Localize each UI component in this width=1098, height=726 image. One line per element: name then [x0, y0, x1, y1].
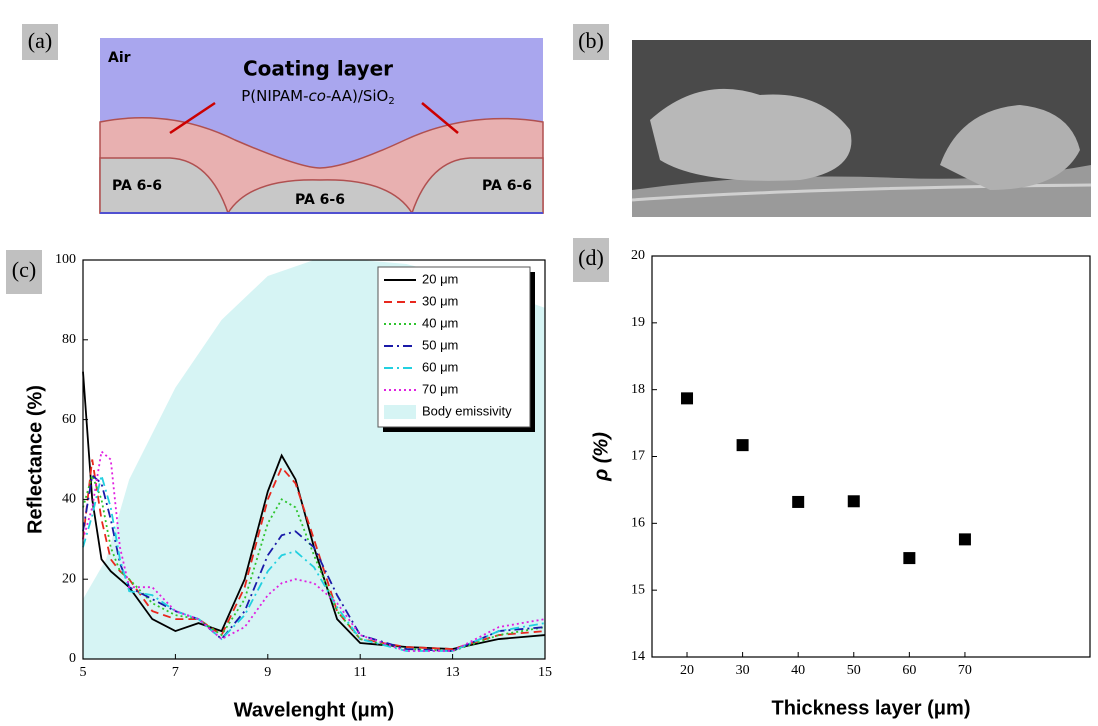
y-axis-label: ρ (%)	[590, 432, 612, 482]
x-tick-label: 60	[902, 663, 916, 678]
coating-formula: P(NIPAM-co-AA)/SiO2	[241, 87, 395, 108]
series-line	[82, 449, 546, 652]
coating-title: Coating layer	[243, 57, 393, 81]
panel-label-box	[573, 24, 609, 60]
y-tick-label: 15	[631, 582, 645, 597]
substrate-label: PA 6-6	[112, 178, 162, 194]
y-tick-label: 40	[62, 492, 76, 507]
panel-label: (d)	[578, 245, 604, 270]
panel-label-box	[573, 238, 609, 282]
point	[792, 495, 805, 508]
substrate-label: PA 6-6	[295, 192, 345, 208]
sem-image	[631, 40, 1092, 217]
y-tick-label: 0	[69, 651, 76, 666]
y-axis-label: Reflectance (%)	[24, 385, 46, 534]
formula-part: P(NIPAM-	[241, 87, 308, 105]
x-tick-label: 13	[446, 665, 460, 680]
y-tick-label: 17	[631, 449, 645, 464]
y-tick-label: 16	[631, 516, 645, 531]
x-tick-label: 9	[264, 665, 271, 680]
substrate-mid	[226, 179, 414, 214]
legend-label: 40 μm	[422, 315, 458, 330]
panel-label-box	[6, 250, 42, 294]
point	[958, 533, 971, 546]
air-label: Air	[108, 50, 131, 66]
x-tick-label: 20	[680, 663, 694, 678]
legend-label: 70 μm	[422, 381, 458, 396]
legend-label: 60 μm	[422, 359, 458, 374]
y-tick-label: 20	[62, 571, 76, 586]
diagram-a: Air Coating layer P(NIPAM-co-AA)/SiO2 PA…	[99, 38, 544, 214]
legend-swatch	[384, 405, 416, 419]
formula-subscript: 2	[388, 96, 394, 107]
point	[903, 552, 916, 565]
x-tick-label: 15	[538, 665, 552, 680]
sem-particles	[650, 88, 852, 181]
y-tick-label: 20	[631, 248, 645, 263]
x-tick-label: 40	[791, 663, 805, 678]
legend-label: 30 μm	[422, 293, 458, 308]
formula-part: co	[309, 87, 326, 105]
point	[847, 495, 860, 508]
y-tick-label: 14	[631, 649, 645, 664]
y-tick-label: 80	[62, 332, 76, 347]
substrate-label: PA 6-6	[482, 178, 532, 194]
plot-frame	[651, 255, 1091, 658]
arrow-left	[169, 101, 216, 135]
series-line	[82, 471, 546, 652]
x-tick-label: 30	[736, 663, 750, 678]
panel-label: (a)	[28, 28, 52, 53]
x-tick-label: 7	[172, 665, 179, 680]
legend-label: 20 μm	[422, 271, 458, 286]
series-line	[82, 473, 546, 652]
series-line	[82, 459, 546, 650]
y-tick-label: 100	[55, 252, 76, 267]
arrow-right	[421, 102, 459, 134]
point	[736, 439, 749, 452]
y-tick-label: 60	[62, 412, 76, 427]
plot-frame	[82, 259, 546, 660]
panel-label: (c)	[12, 257, 36, 282]
x-axis-label: Wavelenght (μm)	[234, 699, 394, 721]
panel-label-box	[22, 24, 58, 60]
point	[681, 392, 694, 405]
panel-label: (b)	[578, 28, 604, 53]
y-tick-label: 18	[631, 382, 645, 397]
sem-particles	[940, 105, 1080, 190]
x-tick-label: 5	[80, 665, 87, 680]
x-tick-label: 70	[958, 663, 972, 678]
legend-label: 50 μm	[422, 337, 458, 352]
legend-label: Body emissivity	[422, 403, 512, 418]
y-tick-label: 19	[631, 315, 645, 330]
series-line	[82, 472, 546, 652]
x-tick-label: 11	[353, 665, 366, 680]
x-axis-label: Thickness layer (μm)	[772, 697, 971, 719]
formula-part: -AA)/SiO	[326, 87, 388, 105]
x-tick-label: 50	[847, 663, 861, 678]
